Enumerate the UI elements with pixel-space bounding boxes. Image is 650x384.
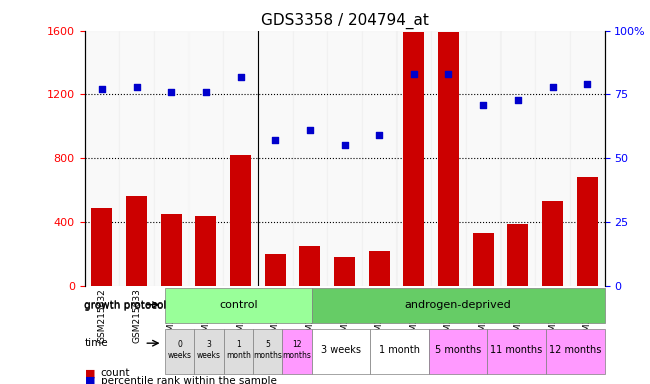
Bar [334, 257, 355, 286]
Bar [194, 329, 224, 374]
Bar [223, 31, 258, 286]
Bar [542, 201, 563, 286]
Bar [161, 214, 181, 286]
Bar [196, 215, 216, 286]
Title: GDS3358 / 204794_at: GDS3358 / 204794_at [261, 13, 428, 29]
Point [513, 96, 523, 103]
Bar [165, 288, 311, 323]
Point [97, 86, 107, 93]
Text: time: time [84, 338, 108, 348]
Bar [311, 329, 370, 374]
Point [305, 127, 315, 133]
Point [443, 71, 454, 77]
Text: 12
months: 12 months [283, 340, 311, 359]
Bar [258, 31, 292, 286]
Bar [300, 246, 320, 286]
Bar [546, 329, 604, 374]
Bar [224, 329, 253, 374]
Point [131, 84, 142, 90]
Text: 1
month: 1 month [226, 340, 251, 359]
Bar [429, 329, 488, 374]
Bar [282, 329, 311, 374]
Bar [253, 329, 282, 374]
Bar [165, 329, 194, 374]
Text: androgen-deprived: androgen-deprived [405, 300, 512, 310]
Point [166, 89, 176, 95]
Bar [154, 31, 188, 286]
Point [270, 137, 280, 143]
Point [339, 142, 350, 149]
Point [235, 74, 246, 80]
Bar [466, 31, 500, 286]
Bar [119, 31, 154, 286]
Bar [369, 251, 389, 286]
Text: 3 weeks: 3 weeks [321, 345, 361, 355]
Bar [362, 31, 396, 286]
Text: growth protocol: growth protocol [84, 300, 167, 310]
Bar [188, 31, 223, 286]
Bar [570, 31, 604, 286]
Point [409, 71, 419, 77]
Point [201, 89, 211, 95]
Text: 12 months: 12 months [549, 345, 601, 355]
Bar [473, 233, 493, 286]
Text: control: control [219, 300, 257, 310]
Text: 1 month: 1 month [379, 345, 420, 355]
Bar [92, 208, 112, 286]
Text: ■: ■ [84, 368, 95, 378]
Text: count: count [101, 368, 130, 378]
Bar [311, 288, 604, 323]
Text: percentile rank within the sample: percentile rank within the sample [101, 376, 277, 384]
Bar [230, 155, 251, 286]
Bar [438, 32, 459, 286]
Point [374, 132, 384, 138]
Bar [292, 31, 327, 286]
Bar [396, 31, 431, 286]
Bar [488, 329, 546, 374]
Point [478, 102, 488, 108]
Text: 5
months: 5 months [254, 340, 282, 359]
Bar [370, 329, 429, 374]
Bar [84, 31, 119, 286]
Text: 5 months: 5 months [435, 345, 481, 355]
Text: 3
weeks: 3 weeks [197, 340, 221, 359]
Bar [126, 197, 147, 286]
Bar [500, 31, 535, 286]
Point [582, 81, 592, 87]
Point [547, 84, 558, 90]
Bar [431, 31, 466, 286]
Bar [508, 223, 528, 286]
Text: growth protocol: growth protocol [84, 301, 167, 311]
Bar [577, 177, 597, 286]
Text: 0
weeks: 0 weeks [168, 340, 192, 359]
Bar [404, 32, 424, 286]
Bar [535, 31, 570, 286]
Bar [327, 31, 362, 286]
Text: ■: ■ [84, 376, 95, 384]
Bar [265, 254, 285, 286]
Text: 11 months: 11 months [491, 345, 543, 355]
